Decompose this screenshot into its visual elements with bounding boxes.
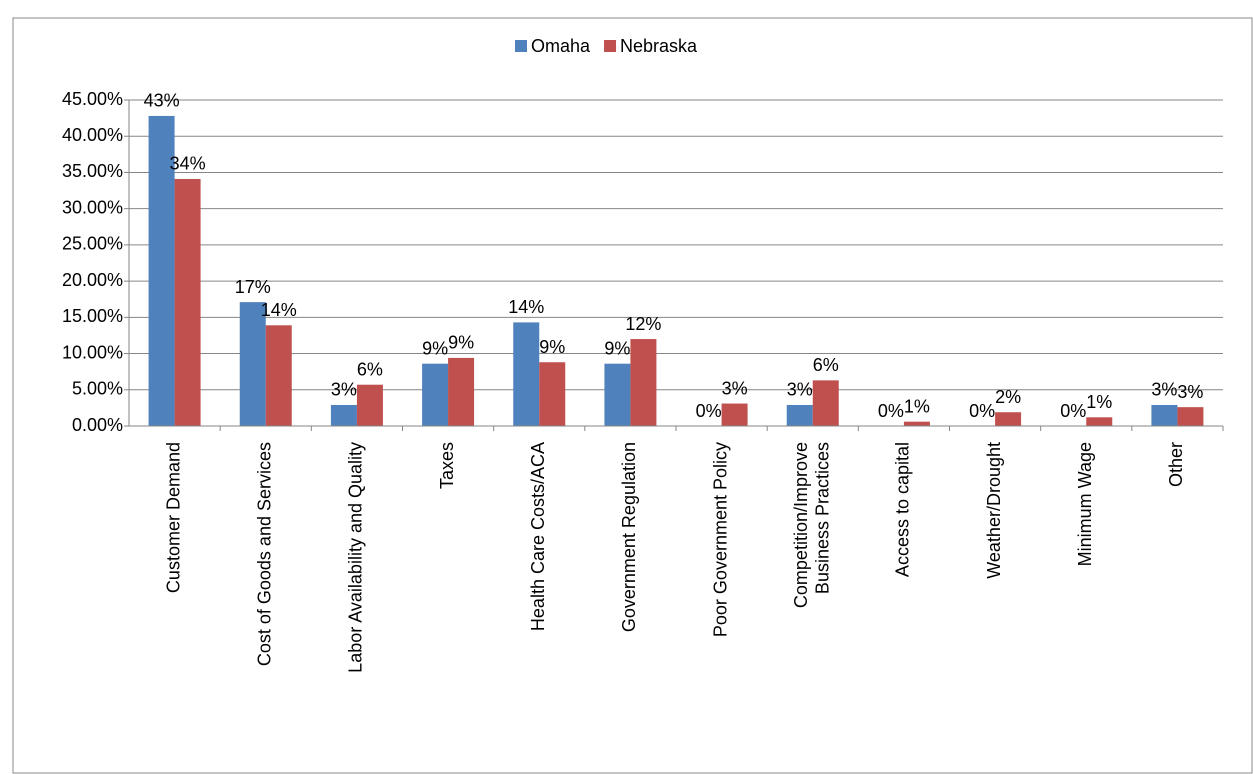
data-label: 1% (904, 396, 930, 416)
bar (630, 339, 657, 426)
bar (721, 403, 748, 426)
x-tick-label: Minimum Wage (1075, 442, 1095, 566)
bar (995, 412, 1022, 426)
bar (448, 357, 475, 426)
data-label: 9% (448, 333, 474, 353)
y-tick-label: 35.00% (62, 161, 123, 181)
data-label: 3% (722, 378, 748, 398)
x-tick-label: Labor Availability and Quality (346, 442, 366, 673)
y-tick-label: 15.00% (62, 306, 123, 326)
bar (422, 363, 449, 426)
data-label: 14% (508, 297, 544, 317)
legend-swatch (604, 40, 617, 52)
data-label: 9% (539, 337, 565, 357)
x-tick-label: Poor Government Policy (710, 442, 730, 637)
x-tick-label: Cost of Goods and Services (255, 442, 275, 666)
data-label: 9% (422, 338, 448, 358)
data-label: 9% (604, 338, 630, 358)
data-label: 14% (261, 300, 297, 320)
bar (903, 421, 930, 426)
data-label: 0% (969, 401, 995, 421)
bar (786, 404, 813, 426)
y-tick-label: 45.00% (62, 89, 123, 109)
x-tick-label: Weather/Drought (984, 442, 1004, 579)
data-label: 3% (787, 380, 813, 400)
legend-swatch (515, 40, 527, 52)
y-tick-label: 40.00% (62, 125, 123, 145)
data-label: 0% (696, 401, 722, 421)
data-label: 12% (625, 314, 661, 334)
data-label: 6% (357, 359, 383, 379)
y-tick-label: 20.00% (62, 270, 123, 290)
bar (1151, 404, 1178, 426)
data-label: 3% (1177, 382, 1203, 402)
data-label: 43% (144, 91, 180, 111)
data-label: 0% (1060, 401, 1086, 421)
data-label: 1% (1086, 392, 1112, 412)
y-tick-label: 25.00% (62, 234, 123, 254)
legend-label: Nebraska (620, 36, 698, 56)
x-tick-label: Competition/ImproveBusiness Practices (791, 442, 833, 608)
x-tick-label: Health Care Costs/ACA (528, 442, 548, 631)
bar (812, 380, 839, 426)
bar (265, 325, 292, 426)
bar (330, 404, 357, 426)
data-label: 6% (813, 355, 839, 375)
data-label: 2% (995, 387, 1021, 407)
data-label: 3% (1151, 380, 1177, 400)
bar (1177, 407, 1204, 426)
x-tick-label: Government Regulation (619, 442, 639, 632)
x-tick-label: Customer Demand (163, 442, 183, 593)
bar (174, 178, 201, 426)
y-tick-label: 10.00% (62, 342, 123, 362)
data-label: 34% (170, 154, 206, 174)
bar (148, 115, 175, 426)
y-tick-label: 0.00% (72, 415, 123, 435)
data-label: 3% (331, 380, 357, 400)
bar (239, 302, 266, 426)
bar (539, 362, 566, 426)
x-tick-label: Access to capital (893, 442, 913, 577)
legend-label: Omaha (531, 36, 591, 56)
x-tick-label: Other (1166, 442, 1186, 487)
data-label: 0% (878, 401, 904, 421)
x-tick-label: Taxes (437, 442, 457, 489)
bar (356, 384, 383, 426)
y-tick-label: 5.00% (72, 379, 123, 399)
bar (1086, 417, 1113, 426)
data-label: 17% (235, 277, 271, 297)
bar (604, 363, 631, 426)
y-tick-label: 30.00% (62, 197, 123, 217)
bar (513, 322, 540, 426)
